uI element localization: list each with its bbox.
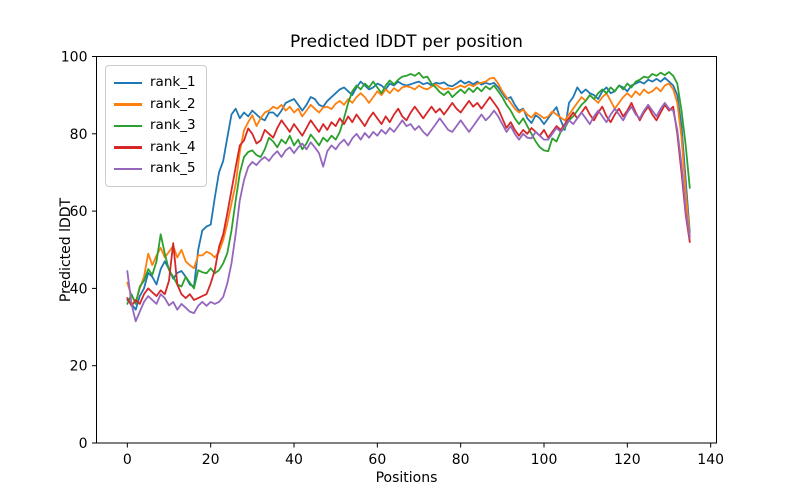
- line-rank_3: [126, 71, 691, 305]
- y-tick-label: 0: [79, 436, 88, 452]
- legend-item-rank_2: rank_2: [114, 94, 196, 116]
- legend-line-swatch: [114, 124, 142, 127]
- legend-line-swatch: [114, 103, 142, 106]
- y-axis-label: Predicted lDDT: [58, 197, 74, 303]
- y-tick-label: 60: [70, 204, 88, 220]
- legend-line-swatch: [114, 81, 142, 84]
- x-tick-label: 80: [452, 452, 470, 468]
- y-tick-label: 100: [61, 50, 88, 66]
- legend-item-rank_1: rank_1: [114, 72, 196, 94]
- x-tick-label: 100: [531, 452, 558, 468]
- line-rank_4: [126, 96, 691, 307]
- legend-label: rank_1: [150, 74, 196, 90]
- x-tick-label: 140: [697, 452, 724, 468]
- x-tick-label: 120: [614, 452, 641, 468]
- legend-item-rank_4: rank_4: [114, 137, 196, 159]
- y-tick-label: 40: [70, 281, 88, 297]
- legend-label: rank_2: [150, 95, 196, 112]
- legend-label: rank_5: [150, 160, 196, 176]
- legend-item-rank_5: rank_5: [114, 158, 196, 180]
- y-tick-label: 20: [70, 359, 88, 375]
- x-tick-label: 0: [123, 452, 132, 468]
- x-tick-label: 60: [368, 452, 386, 468]
- legend-label: rank_4: [150, 138, 196, 155]
- x-tick-label: 20: [202, 452, 220, 468]
- x-tick-label: 40: [285, 452, 303, 468]
- legend-line-swatch: [114, 167, 142, 170]
- legend: rank_1 rank_2 rank_3 rank_4 rank_5: [105, 65, 207, 187]
- line-rank_5: [126, 102, 691, 323]
- x-axis-label: Positions: [375, 470, 438, 486]
- legend-line-swatch: [114, 146, 142, 149]
- y-tick-label: 80: [70, 127, 88, 143]
- legend-label: rank_3: [150, 117, 196, 133]
- line-rank_2: [126, 76, 691, 303]
- chart-title: Predicted lDDT per position: [290, 32, 523, 52]
- legend-item-rank_3: rank_3: [114, 115, 196, 137]
